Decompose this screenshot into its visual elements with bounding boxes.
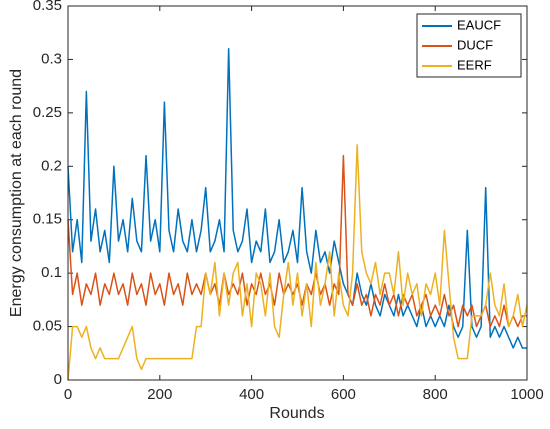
y-tick-label: 0 [54,371,62,388]
legend-label: DUCF [457,37,493,52]
x-tick-label: 400 [239,386,264,403]
y-tick-label: 0.1 [41,264,62,281]
y-tick-label: 0.2 [41,157,62,174]
x-tick-label: 1000 [510,386,543,403]
series-line [67,144,528,381]
axes-box [67,5,528,381]
series-line [67,154,527,328]
x-tick-label: 800 [423,386,448,403]
x-tick-label: 0 [64,386,72,403]
x-axis-label: Rounds [269,405,324,422]
legend-label: EAUCF [457,17,501,32]
x-tick-label: 600 [331,386,356,403]
y-tick-label: 0.05 [33,318,62,335]
y-tick-label: 0.3 [41,50,62,67]
y-tick-label: 0.25 [33,104,62,121]
y-tick-label: 0.15 [33,211,62,228]
legend-label: EERF [457,57,492,72]
y-tick-label: 0.35 [33,0,62,14]
x-tick-label: 200 [147,386,172,403]
y-axis-label: Energy consumption at each round [8,69,25,317]
